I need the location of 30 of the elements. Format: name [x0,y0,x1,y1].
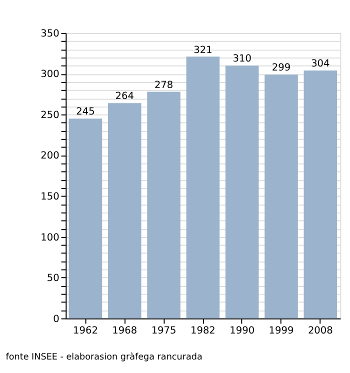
bar [108,103,142,318]
bar [68,118,102,318]
data-label: 304 [311,58,330,70]
data-label: 321 [194,44,212,56]
y-tick-label: 100 [40,232,60,244]
y-tick-label: 200 [40,150,60,162]
x-tick-label: 2008 [308,326,333,337]
x-tick-label: 1962 [72,326,98,337]
source-note: fonte INSEE - elaborasion gràfega rancurada [6,352,202,363]
bar [186,56,220,318]
y-tick-label: 50 [46,273,60,284]
x-tick-label: 1999 [268,326,294,337]
x-tick-label: 1982 [190,326,216,337]
bar [147,92,180,318]
y-tick-label: 150 [40,191,60,202]
data-label: 299 [272,62,291,74]
bar [304,70,338,318]
data-label: 278 [154,80,174,91]
data-label: 245 [76,106,95,118]
y-tick-label: 250 [40,110,60,121]
data-label: 310 [232,54,252,65]
y-tick-label: 300 [40,69,60,80]
x-tick-label: 1975 [151,326,176,337]
data-label: 264 [115,91,134,102]
y-tick-label: 0 [53,314,60,325]
y-tick-label: 350 [40,28,60,40]
x-tick-label: 1990 [230,326,255,337]
bar [264,74,298,318]
x-tick-label: 1968 [112,326,138,337]
bar [225,66,259,318]
